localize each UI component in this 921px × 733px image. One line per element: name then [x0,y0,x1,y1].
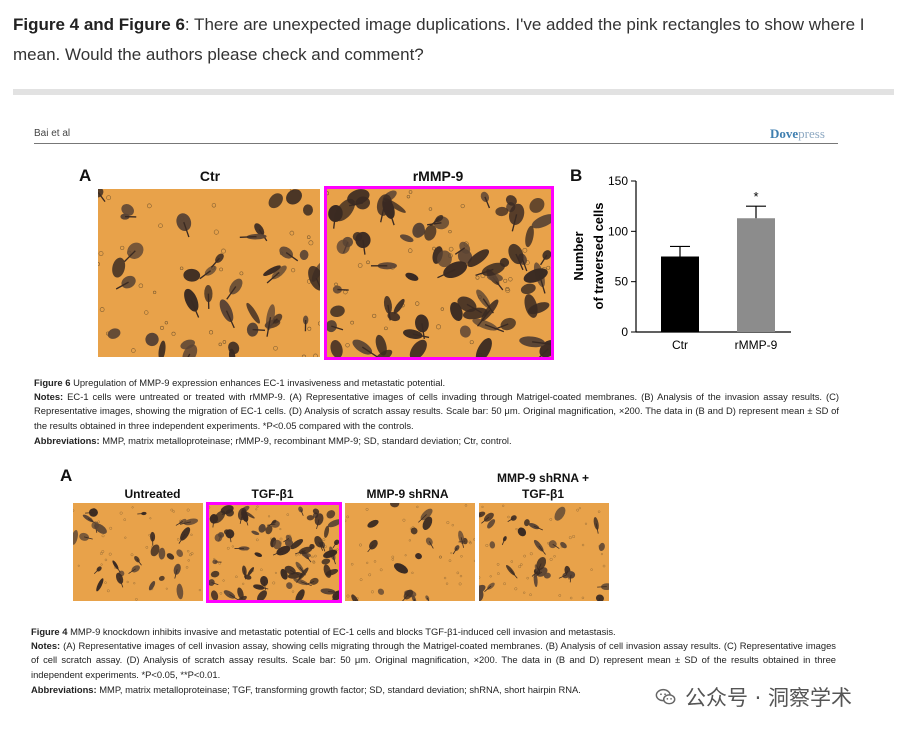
y-axis-label-line2: of traversed cells [591,203,606,310]
header-rule [34,143,838,144]
watermark-text: 公众号 · 洞察学术 [685,686,853,710]
comment-figures-bold: Figure 4 and Figure 6 [13,15,185,34]
x-tick-label: Ctr [672,338,688,352]
fig4-label-untreated: Untreated [124,487,181,501]
duplication-highlight-fig6 [324,186,554,360]
fig4-micrograph-untreated [73,503,203,601]
y-axis-label-line1: Number [571,231,586,280]
significance-annotation: * [753,189,758,204]
fig4-label-shrna-tgf-line1: MMP-9 shRNA + [497,471,589,485]
separator-bar [13,89,894,95]
fig6-caption-abbrev: Abbreviations: MMP, matrix metalloprotei… [34,435,512,446]
fig4-micrograph-shrna [345,503,475,601]
fig6-label-rmmp9: rMMP-9 [412,168,464,184]
reviewer-comment: Figure 4 and Figure 6: There are unexpec… [13,10,903,70]
fig4-caption-title: Figure 4 MMP-9 knockdown inhibits invasi… [31,626,616,637]
fig4-label-tgfb1: TGF-β1 [251,487,294,501]
fig4-caption-abbrev: Abbreviations: MMP, matrix metalloprotei… [31,684,581,695]
x-tick-label: rMMP-9 [735,338,778,352]
y-tick-label: 0 [621,325,628,339]
fig6-caption-title: Figure 6 Upregulation of MMP-9 expressio… [34,377,446,388]
fig6-bar-chart: 0 50 100 150 Number of traversed cells Ctr rMMP… [566,165,796,360]
fig6-micrograph-ctr [98,189,320,357]
fig6-label-ctr: Ctr [199,168,221,184]
fig4-micrograph-tgfb1 [209,505,339,600]
duplication-highlight-fig4 [206,502,342,603]
fig4-panel-a-letter: A [60,466,73,485]
fig6-panel-b-letter: B [570,166,583,185]
fig4-label-shrna-tgf-line2: TGF-β1 [522,487,564,501]
fig6-micrograph-rmmp9 [327,189,551,357]
comment-text: : There are unexpected image duplication… [13,15,865,64]
page-header-author: Bai et al [34,128,71,139]
fig6-caption-notes: Notes: EC-1 cells were untreated or trea… [34,391,839,431]
y-tick-label: 50 [615,275,629,289]
bar-rmmp-9 [737,218,775,332]
fig6-panel-a-letter: A [79,166,92,185]
fig4-caption-notes: Notes: (A) Representative images of cell… [31,640,836,680]
y-tick-label: 150 [608,174,628,188]
fig4-label-shrna: MMP-9 shRNA [366,487,449,501]
chart-svg: 0 50 100 150 Number of traversed cells Ctr rMMP… [571,174,791,352]
bar-ctr [661,256,699,332]
watermark: 公众号 · 洞察学术 [655,682,852,712]
wechat-icon [655,688,676,705]
y-tick-label: 100 [608,224,628,238]
dovepress-logo: Dovepress [770,126,825,141]
fig4-micrograph-shrna-tgf [479,503,609,601]
